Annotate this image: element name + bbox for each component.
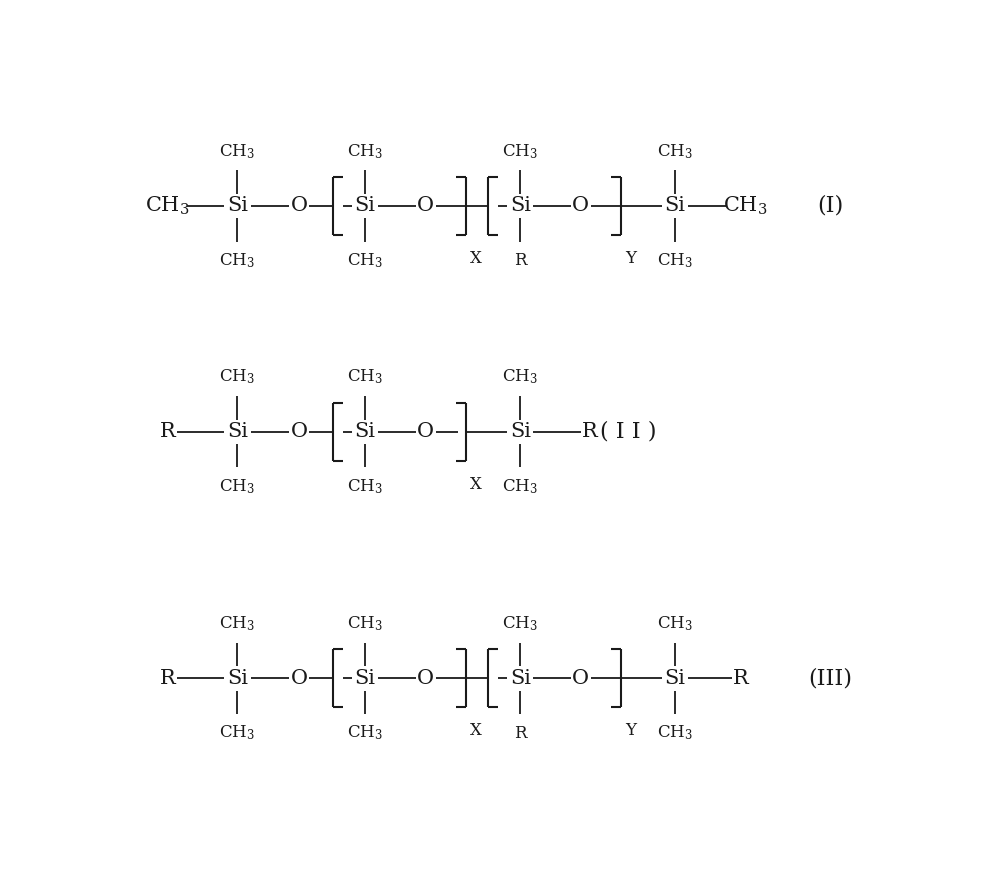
Text: $\mathregular{CH_3}$: $\mathregular{CH_3}$	[723, 195, 767, 217]
Text: O: O	[291, 196, 308, 215]
Text: $\mathregular{CH_3}$: $\mathregular{CH_3}$	[219, 477, 255, 496]
Text: O: O	[417, 196, 434, 215]
Text: ( I I ): ( I I )	[600, 420, 657, 443]
Text: R: R	[160, 669, 176, 688]
Text: Si: Si	[510, 196, 531, 215]
Text: $\mathregular{CH_3}$: $\mathregular{CH_3}$	[219, 252, 255, 270]
Text: $\mathregular{CH_3}$: $\mathregular{CH_3}$	[657, 252, 693, 270]
Text: $\mathregular{CH_3}$: $\mathregular{CH_3}$	[502, 477, 538, 496]
Text: X: X	[470, 723, 482, 740]
Text: $\mathregular{CH_3}$: $\mathregular{CH_3}$	[219, 724, 255, 742]
Text: $\mathregular{CH_3}$: $\mathregular{CH_3}$	[657, 724, 693, 742]
Text: $\mathregular{CH_3}$: $\mathregular{CH_3}$	[502, 142, 538, 161]
Text: R: R	[733, 669, 749, 688]
Text: (III): (III)	[808, 668, 852, 689]
Text: Si: Si	[227, 196, 248, 215]
Text: O: O	[291, 422, 308, 441]
Text: Si: Si	[355, 422, 376, 441]
Text: $\mathregular{CH_3}$: $\mathregular{CH_3}$	[502, 368, 538, 387]
Text: O: O	[572, 196, 589, 215]
Text: Si: Si	[227, 669, 248, 688]
Text: O: O	[572, 669, 589, 688]
Text: $\mathregular{CH_3}$: $\mathregular{CH_3}$	[347, 724, 383, 742]
Text: $\mathregular{CH_3}$: $\mathregular{CH_3}$	[657, 142, 693, 161]
Text: $\mathregular{CH_3}$: $\mathregular{CH_3}$	[347, 614, 383, 633]
Text: Si: Si	[227, 422, 248, 441]
Text: $\mathregular{CH_3}$: $\mathregular{CH_3}$	[657, 614, 693, 633]
Text: O: O	[291, 669, 308, 688]
Text: $\mathregular{CH_3}$: $\mathregular{CH_3}$	[347, 142, 383, 161]
Text: Si: Si	[355, 196, 376, 215]
Text: Si: Si	[665, 196, 686, 215]
Text: $\mathregular{CH_3}$: $\mathregular{CH_3}$	[347, 252, 383, 270]
Text: $\mathregular{CH_3}$: $\mathregular{CH_3}$	[219, 368, 255, 387]
Text: X: X	[470, 250, 482, 267]
Text: Y: Y	[626, 723, 637, 740]
Text: R: R	[160, 422, 176, 441]
Text: Si: Si	[510, 422, 531, 441]
Text: $\mathregular{CH_3}$: $\mathregular{CH_3}$	[219, 142, 255, 161]
Text: R: R	[514, 252, 526, 269]
Text: (I): (I)	[817, 195, 843, 217]
Text: R: R	[514, 725, 526, 741]
Text: $\mathregular{CH_3}$: $\mathregular{CH_3}$	[347, 477, 383, 496]
Text: $\mathregular{CH_3}$: $\mathregular{CH_3}$	[145, 195, 190, 217]
Text: O: O	[417, 669, 434, 688]
Text: X: X	[470, 476, 482, 493]
Text: $\mathregular{CH_3}$: $\mathregular{CH_3}$	[347, 368, 383, 387]
Text: $\mathregular{CH_3}$: $\mathregular{CH_3}$	[219, 614, 255, 633]
Text: Si: Si	[665, 669, 686, 688]
Text: Y: Y	[626, 250, 637, 267]
Text: $\mathregular{CH_3}$: $\mathregular{CH_3}$	[502, 614, 538, 633]
Text: O: O	[417, 422, 434, 441]
Text: Si: Si	[355, 669, 376, 688]
Text: Si: Si	[510, 669, 531, 688]
Text: R: R	[582, 422, 598, 441]
